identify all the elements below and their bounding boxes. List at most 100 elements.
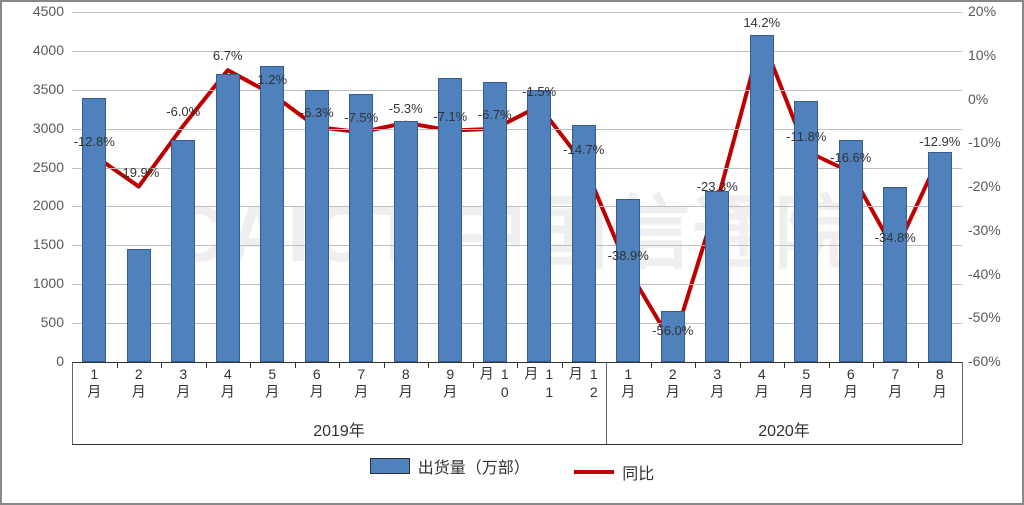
grid-line <box>72 51 962 52</box>
legend: 出货量（万部） 同比 <box>2 454 1022 484</box>
x-category-label: 9月 <box>440 366 460 400</box>
x-category-label: 6月 <box>841 366 861 400</box>
bar <box>260 66 284 362</box>
grid-line <box>72 90 962 91</box>
x-category-label: 12月 <box>566 366 602 416</box>
bar <box>572 125 596 362</box>
y-left-tick-label: 4500 <box>14 3 64 19</box>
y-right-tick-label: -20% <box>968 178 1018 194</box>
x-category-label: 5月 <box>262 366 282 400</box>
y-left-tick-label: 3000 <box>14 120 64 136</box>
y-right-tick-label: 20% <box>968 3 1018 19</box>
data-label: -7.1% <box>433 109 467 124</box>
legend-bar-label: 出货量（万部） <box>418 454 530 478</box>
bar <box>305 90 329 362</box>
x-category-label: 3月 <box>707 366 727 400</box>
data-label: -12.8% <box>74 134 115 149</box>
y-left-tick-label: 0 <box>14 353 64 369</box>
bar <box>616 199 640 362</box>
year-labels: 2019年 2020年 <box>72 417 962 445</box>
data-label: -5.3% <box>389 101 423 116</box>
x-category-label: 4月 <box>752 366 772 400</box>
year-separator <box>606 362 607 444</box>
y-right-tick-label: -60% <box>968 353 1018 369</box>
y-left-tick-label: 3500 <box>14 81 64 97</box>
grid-line <box>72 129 962 130</box>
data-label: -19.9% <box>118 165 159 180</box>
y-right-tick-label: -30% <box>968 222 1018 238</box>
y-left-tick-label: 2500 <box>14 159 64 175</box>
x-category-label: 3月 <box>173 366 193 400</box>
x-category-label: 2月 <box>663 366 683 400</box>
bar <box>527 90 551 362</box>
y-left-tick-label: 2000 <box>14 197 64 213</box>
year-group-label: 2020年 <box>758 417 810 441</box>
x-category-label: 7月 <box>885 366 905 400</box>
bar <box>171 140 195 362</box>
grid-line <box>72 284 962 285</box>
grid-line <box>72 323 962 324</box>
x-labels-area: 1月 2月 3月 4月 5月 6月 7月 8月 9月 10月11月12月 1月 2月 3月 4月 5月 6月 7… <box>72 366 962 416</box>
y-left-tick-label: 4000 <box>14 42 64 58</box>
data-label: 6.7% <box>213 48 243 63</box>
x-category-label: 10月 <box>477 366 513 416</box>
data-label: -6.3% <box>300 105 334 120</box>
bar <box>750 35 774 362</box>
bar <box>216 74 240 362</box>
y-right-tick-label: -10% <box>968 134 1018 150</box>
data-label: -1.5% <box>522 84 556 99</box>
data-label: -23.3% <box>697 179 738 194</box>
x-category-label: 8月 <box>930 366 950 400</box>
data-label: 1.2% <box>257 72 287 87</box>
y-left-tick-label: 500 <box>14 314 64 330</box>
data-label: -14.7% <box>563 142 604 157</box>
grid-line <box>72 206 962 207</box>
x-category-label: 6月 <box>307 366 327 400</box>
data-label: -56.0% <box>652 323 693 338</box>
x-category-label: 1月 <box>84 366 104 400</box>
chart-container: CAICT 中国信通院 -12.8%-19.9%-6.0%6.7%1.2%-6.… <box>0 0 1024 505</box>
bar <box>928 152 952 362</box>
data-label: -11.8% <box>786 129 826 144</box>
x-category-label: 8月 <box>396 366 416 400</box>
data-label: -6.0% <box>166 104 200 119</box>
y-left-tick-label: 1000 <box>14 275 64 291</box>
legend-line-swatch <box>574 470 614 474</box>
x-category-label: 11月 <box>521 366 557 416</box>
line-series-svg <box>72 12 962 362</box>
bar <box>127 249 151 362</box>
bar <box>483 82 507 362</box>
y-left-tick-label: 1500 <box>14 236 64 252</box>
x-category-label: 7月 <box>351 366 371 400</box>
bar <box>839 140 863 362</box>
legend-line-label: 同比 <box>622 460 654 484</box>
grid-line <box>72 168 962 169</box>
year-group-label: 2019年 <box>313 417 365 441</box>
year-separator <box>72 362 73 444</box>
y-right-tick-label: -40% <box>968 266 1018 282</box>
y-right-tick-label: 10% <box>968 47 1018 63</box>
data-label: -16.6% <box>830 150 871 165</box>
x-category-label: 4月 <box>218 366 238 400</box>
legend-bar: 出货量（万部） <box>370 454 530 478</box>
data-label: -12.9% <box>919 134 960 149</box>
x-category-label: 1月 <box>618 366 638 400</box>
x-category-label: 5月 <box>796 366 816 400</box>
bar <box>349 94 373 362</box>
bar <box>883 187 907 362</box>
legend-bar-swatch <box>370 458 410 474</box>
legend-line: 同比 <box>574 460 654 484</box>
grid-line <box>72 12 962 13</box>
data-label: -34.8% <box>875 230 916 245</box>
bar <box>705 191 729 362</box>
plot-area: -12.8%-19.9%-6.0%6.7%1.2%-6.3%-7.5%-5.3%… <box>72 12 962 362</box>
y-right-tick-label: -50% <box>968 309 1018 325</box>
x-category-label: 2月 <box>129 366 149 400</box>
bar <box>394 121 418 362</box>
data-label: -6.7% <box>478 107 512 122</box>
year-separator <box>962 362 963 444</box>
data-label: -38.9% <box>608 248 649 263</box>
grid-line <box>72 245 962 246</box>
y-right-tick-label: 0% <box>968 91 1018 107</box>
data-label: 14.2% <box>743 15 780 30</box>
